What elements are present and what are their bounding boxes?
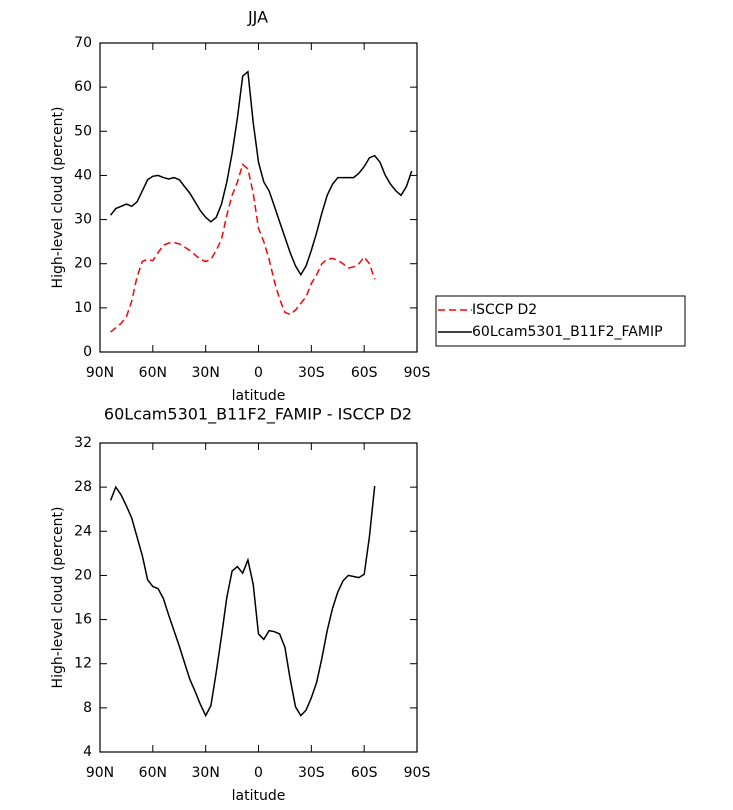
x-tick-label: 30N (192, 765, 220, 781)
x-tick-label: 60S (351, 765, 378, 781)
data-line (110, 163, 376, 333)
x-tick-label: 60N (139, 765, 167, 781)
y-tick-label: 12 (74, 656, 92, 672)
x-tick-label: 90N (86, 365, 114, 381)
chart-title: JJA (247, 8, 268, 27)
y-axis-label: High-level cloud (percent) (50, 107, 66, 289)
y-tick-label: 40 (74, 167, 92, 183)
y-tick-label: 20 (74, 567, 92, 583)
legend-box (435, 295, 686, 347)
y-tick-label: 8 (83, 700, 92, 716)
y-axis-label: High-level cloud (percent) (50, 507, 66, 689)
x-axis-label: latitude (232, 788, 286, 804)
x-tick-label: 90N (86, 765, 114, 781)
y-tick-label: 24 (74, 523, 92, 539)
data-line (109, 485, 376, 718)
legend-label: 60Lcam5301_B11F2_FAMIP (472, 324, 663, 340)
x-tick-label: 30S (298, 765, 325, 781)
x-tick-label: 0 (254, 365, 263, 381)
x-tick-label: 90S (404, 365, 431, 381)
x-tick-label: 60S (351, 365, 378, 381)
y-tick-label: 30 (74, 212, 92, 228)
y-tick-label: 4 (83, 744, 92, 760)
x-tick-label: 90S (404, 765, 431, 781)
plot-frame (99, 442, 418, 753)
data-line (110, 70, 413, 277)
plot-frame (99, 42, 418, 353)
x-tick-label: 30S (298, 365, 325, 381)
y-tick-label: 50 (74, 123, 92, 139)
y-tick-label: 28 (74, 479, 92, 495)
x-tick-label: 60N (139, 365, 167, 381)
y-tick-label: 0 (83, 344, 92, 360)
y-tick-label: 16 (74, 612, 92, 628)
y-tick-label: 60 (74, 79, 92, 95)
y-tick-label: 70 (74, 35, 92, 51)
y-tick-label: 32 (74, 435, 92, 451)
x-tick-label: 0 (254, 765, 263, 781)
y-tick-label: 20 (74, 256, 92, 272)
chart-title: 60Lcam5301_B11F2_FAMIP - ISCCP D2 (104, 405, 412, 425)
x-axis-label: latitude (232, 388, 286, 404)
x-tick-label: 30N (192, 365, 220, 381)
legend-label: ISCCP D2 (472, 302, 537, 318)
y-tick-label: 10 (74, 300, 92, 316)
